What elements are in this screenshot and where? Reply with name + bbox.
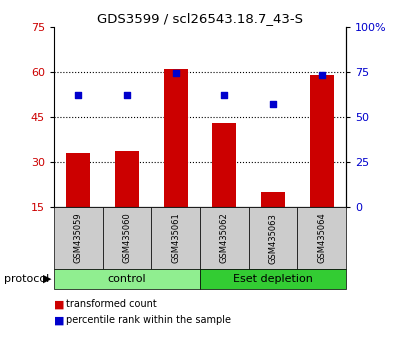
Point xyxy=(318,73,325,78)
Text: GSM435061: GSM435061 xyxy=(171,213,180,263)
Text: protocol: protocol xyxy=(4,274,49,284)
Text: control: control xyxy=(108,274,146,284)
Bar xyxy=(261,192,285,207)
Point xyxy=(124,92,130,98)
Bar xyxy=(115,152,139,207)
Text: ▶: ▶ xyxy=(43,274,52,284)
Text: percentile rank within the sample: percentile rank within the sample xyxy=(66,315,231,325)
Text: GSM435062: GSM435062 xyxy=(220,213,229,263)
Point xyxy=(221,92,228,98)
Text: ■: ■ xyxy=(54,315,64,325)
Text: Eset depletion: Eset depletion xyxy=(233,274,313,284)
Point xyxy=(172,71,179,76)
Text: GSM435060: GSM435060 xyxy=(122,213,132,263)
Point xyxy=(75,92,82,98)
Title: GDS3599 / scl26543.18.7_43-S: GDS3599 / scl26543.18.7_43-S xyxy=(97,12,303,25)
Bar xyxy=(66,153,90,207)
Bar xyxy=(212,123,236,207)
Text: transformed count: transformed count xyxy=(66,299,157,309)
Text: GSM435064: GSM435064 xyxy=(317,213,326,263)
Bar xyxy=(164,69,188,207)
Text: GSM435063: GSM435063 xyxy=(268,213,278,263)
Bar xyxy=(310,75,334,207)
Point xyxy=(270,101,276,107)
Text: ■: ■ xyxy=(54,299,64,309)
Text: GSM435059: GSM435059 xyxy=(74,213,83,263)
